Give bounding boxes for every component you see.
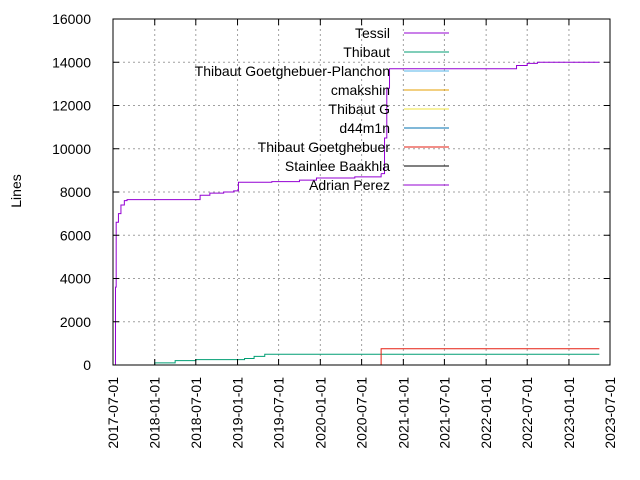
- series-line: [133, 353, 600, 366]
- y-tick-label: 0: [83, 357, 91, 373]
- x-tick-label: 2021-07-01: [436, 377, 452, 449]
- legend-label: Stainlee Baakhla: [285, 158, 390, 174]
- x-tick-label: 2021-01-01: [395, 377, 411, 449]
- y-tick-label: 12000: [52, 98, 91, 114]
- x-tick-label: 2022-07-01: [519, 377, 535, 449]
- y-tick-label: 16000: [52, 11, 91, 27]
- y-tick-label: 14000: [52, 54, 91, 70]
- y-tick-label: 6000: [60, 227, 91, 243]
- series-line: [379, 348, 600, 366]
- x-tick-label: 2023-07-01: [602, 377, 618, 449]
- legend-label: Thibaut G: [329, 101, 390, 117]
- series-line: [115, 173, 382, 366]
- x-tick-label: 2018-07-01: [188, 377, 204, 449]
- y-tick-label: 8000: [60, 184, 91, 200]
- x-tick-label: 2020-07-01: [354, 377, 370, 449]
- y-tick-label: 10000: [52, 141, 91, 157]
- x-tick-label: 2017-07-01: [105, 377, 121, 449]
- x-tick-label: 2020-01-01: [312, 377, 328, 449]
- x-tick-label: 2022-01-01: [478, 377, 494, 449]
- y-axis-label: Lines: [8, 174, 24, 207]
- legend-label: Thibaut Goetghebuer: [258, 139, 391, 155]
- y-tick-label: 2000: [60, 314, 91, 330]
- legend: Tessil Thibaut Thibaut Goetghebuer-Plancho…: [195, 25, 449, 193]
- series-line: [381, 61, 600, 175]
- x-tick-label: 2019-07-01: [271, 377, 287, 449]
- legend-label: d44m1n: [339, 120, 390, 136]
- legend-label: Thibaut: [343, 44, 390, 60]
- legend-label: Adrian Perez: [309, 177, 390, 193]
- legend-label: Tessil: [355, 25, 390, 41]
- x-tick-label: 2023-01-01: [561, 377, 577, 449]
- legend-label: Thibaut Goetghebuer-Planchon: [195, 63, 390, 79]
- legend-label: cmakshin: [331, 82, 390, 98]
- x-tick-label: 2019-01-01: [230, 377, 246, 449]
- x-tick-label: 2018-01-01: [147, 377, 163, 449]
- y-tick-label: 4000: [60, 271, 91, 287]
- axes: 0 2000 4000 6000 8000 10000 12000 14000 16000 201…: [52, 11, 618, 449]
